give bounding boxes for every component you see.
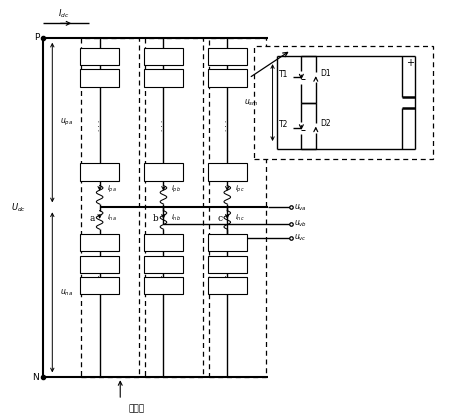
Text: $u_{sm}$: $u_{sm}$ (244, 97, 258, 108)
Text: N: N (108, 243, 114, 248)
Text: $i_{nb}$: $i_{nb}$ (171, 213, 181, 223)
Bar (81, 38, 139, 377)
Text: 1: 1 (109, 286, 113, 291)
Text: N: N (108, 172, 114, 177)
Text: SM: SM (89, 53, 104, 61)
Text: 2: 2 (237, 265, 241, 270)
Bar (80, 234, 119, 252)
Text: c: c (217, 214, 222, 223)
Text: SM: SM (89, 282, 104, 290)
Text: N: N (236, 243, 242, 248)
Text: 1: 1 (173, 286, 177, 291)
Text: +: + (406, 58, 414, 68)
Text: $u_{pa}$: $u_{pa}$ (60, 117, 73, 128)
Bar (209, 38, 267, 377)
Bar (145, 38, 203, 377)
Text: 相单元: 相单元 (129, 404, 145, 413)
Bar (208, 234, 247, 252)
Text: $i_{pc}$: $i_{pc}$ (235, 183, 244, 195)
Text: D1: D1 (320, 69, 331, 78)
Text: $i_{pb}$: $i_{pb}$ (171, 183, 181, 195)
Text: SM: SM (217, 260, 232, 268)
Text: · · ·: · · · (224, 269, 230, 280)
Bar (208, 163, 247, 180)
Text: 2: 2 (173, 78, 177, 83)
Bar (80, 48, 119, 65)
Bar (208, 256, 247, 273)
Bar (254, 46, 433, 159)
Bar (144, 163, 183, 180)
Text: N: N (172, 172, 178, 177)
Text: SM: SM (217, 168, 232, 176)
Text: SM: SM (154, 282, 168, 290)
Bar (80, 163, 119, 180)
Text: D2: D2 (320, 119, 331, 128)
Bar (144, 256, 183, 273)
Bar (208, 69, 247, 87)
Text: · · ·: · · · (97, 269, 103, 280)
Text: 1: 1 (237, 57, 241, 62)
Text: b: b (153, 214, 159, 223)
Text: N: N (236, 172, 242, 177)
Bar (144, 234, 183, 252)
Text: 1: 1 (109, 57, 113, 62)
Bar (144, 48, 183, 65)
Text: SM: SM (154, 260, 168, 268)
Bar (80, 277, 119, 294)
Text: SM: SM (154, 53, 168, 61)
Text: $u_{va}$: $u_{va}$ (294, 202, 307, 213)
Text: $i_{pa}$: $i_{pa}$ (107, 183, 117, 195)
Text: · · ·: · · · (161, 269, 166, 280)
Text: 2: 2 (237, 78, 241, 83)
Text: $i_{na}$: $i_{na}$ (107, 213, 117, 223)
Bar (208, 277, 247, 294)
Text: $u_{na}$: $u_{na}$ (60, 287, 73, 298)
Text: $u_{vc}$: $u_{vc}$ (294, 233, 307, 244)
Bar (144, 69, 183, 87)
Text: SM: SM (154, 239, 168, 247)
Bar (80, 69, 119, 87)
Text: $u_{vb}$: $u_{vb}$ (294, 218, 308, 229)
Text: SM: SM (217, 239, 232, 247)
Text: SM: SM (89, 239, 104, 247)
Text: SM: SM (89, 260, 104, 268)
Bar (208, 48, 247, 65)
Text: SM: SM (154, 168, 168, 176)
Text: N: N (32, 373, 39, 382)
Text: SM: SM (217, 282, 232, 290)
Bar (144, 277, 183, 294)
Text: 2: 2 (109, 265, 113, 270)
Text: · · ·: · · · (161, 119, 166, 131)
Text: · · ·: · · · (224, 119, 230, 131)
Text: 2: 2 (109, 78, 113, 83)
Text: P: P (34, 33, 39, 42)
Text: T2: T2 (279, 121, 288, 129)
Text: a: a (89, 214, 95, 223)
Text: 1: 1 (237, 286, 241, 291)
Text: SM: SM (217, 53, 232, 61)
Text: 1: 1 (173, 57, 177, 62)
Bar (80, 256, 119, 273)
Text: $I_{dc}$: $I_{dc}$ (58, 7, 70, 20)
Text: SM: SM (89, 168, 104, 176)
Text: 2: 2 (173, 265, 177, 270)
Text: SM: SM (154, 74, 168, 82)
Text: $i_{nc}$: $i_{nc}$ (235, 213, 244, 223)
Text: · · ·: · · · (97, 119, 103, 131)
Text: T1: T1 (279, 70, 288, 79)
Text: N: N (172, 243, 178, 248)
Text: $U_{dc}$: $U_{dc}$ (11, 201, 26, 214)
Text: SM: SM (217, 74, 232, 82)
Text: SM: SM (89, 74, 104, 82)
